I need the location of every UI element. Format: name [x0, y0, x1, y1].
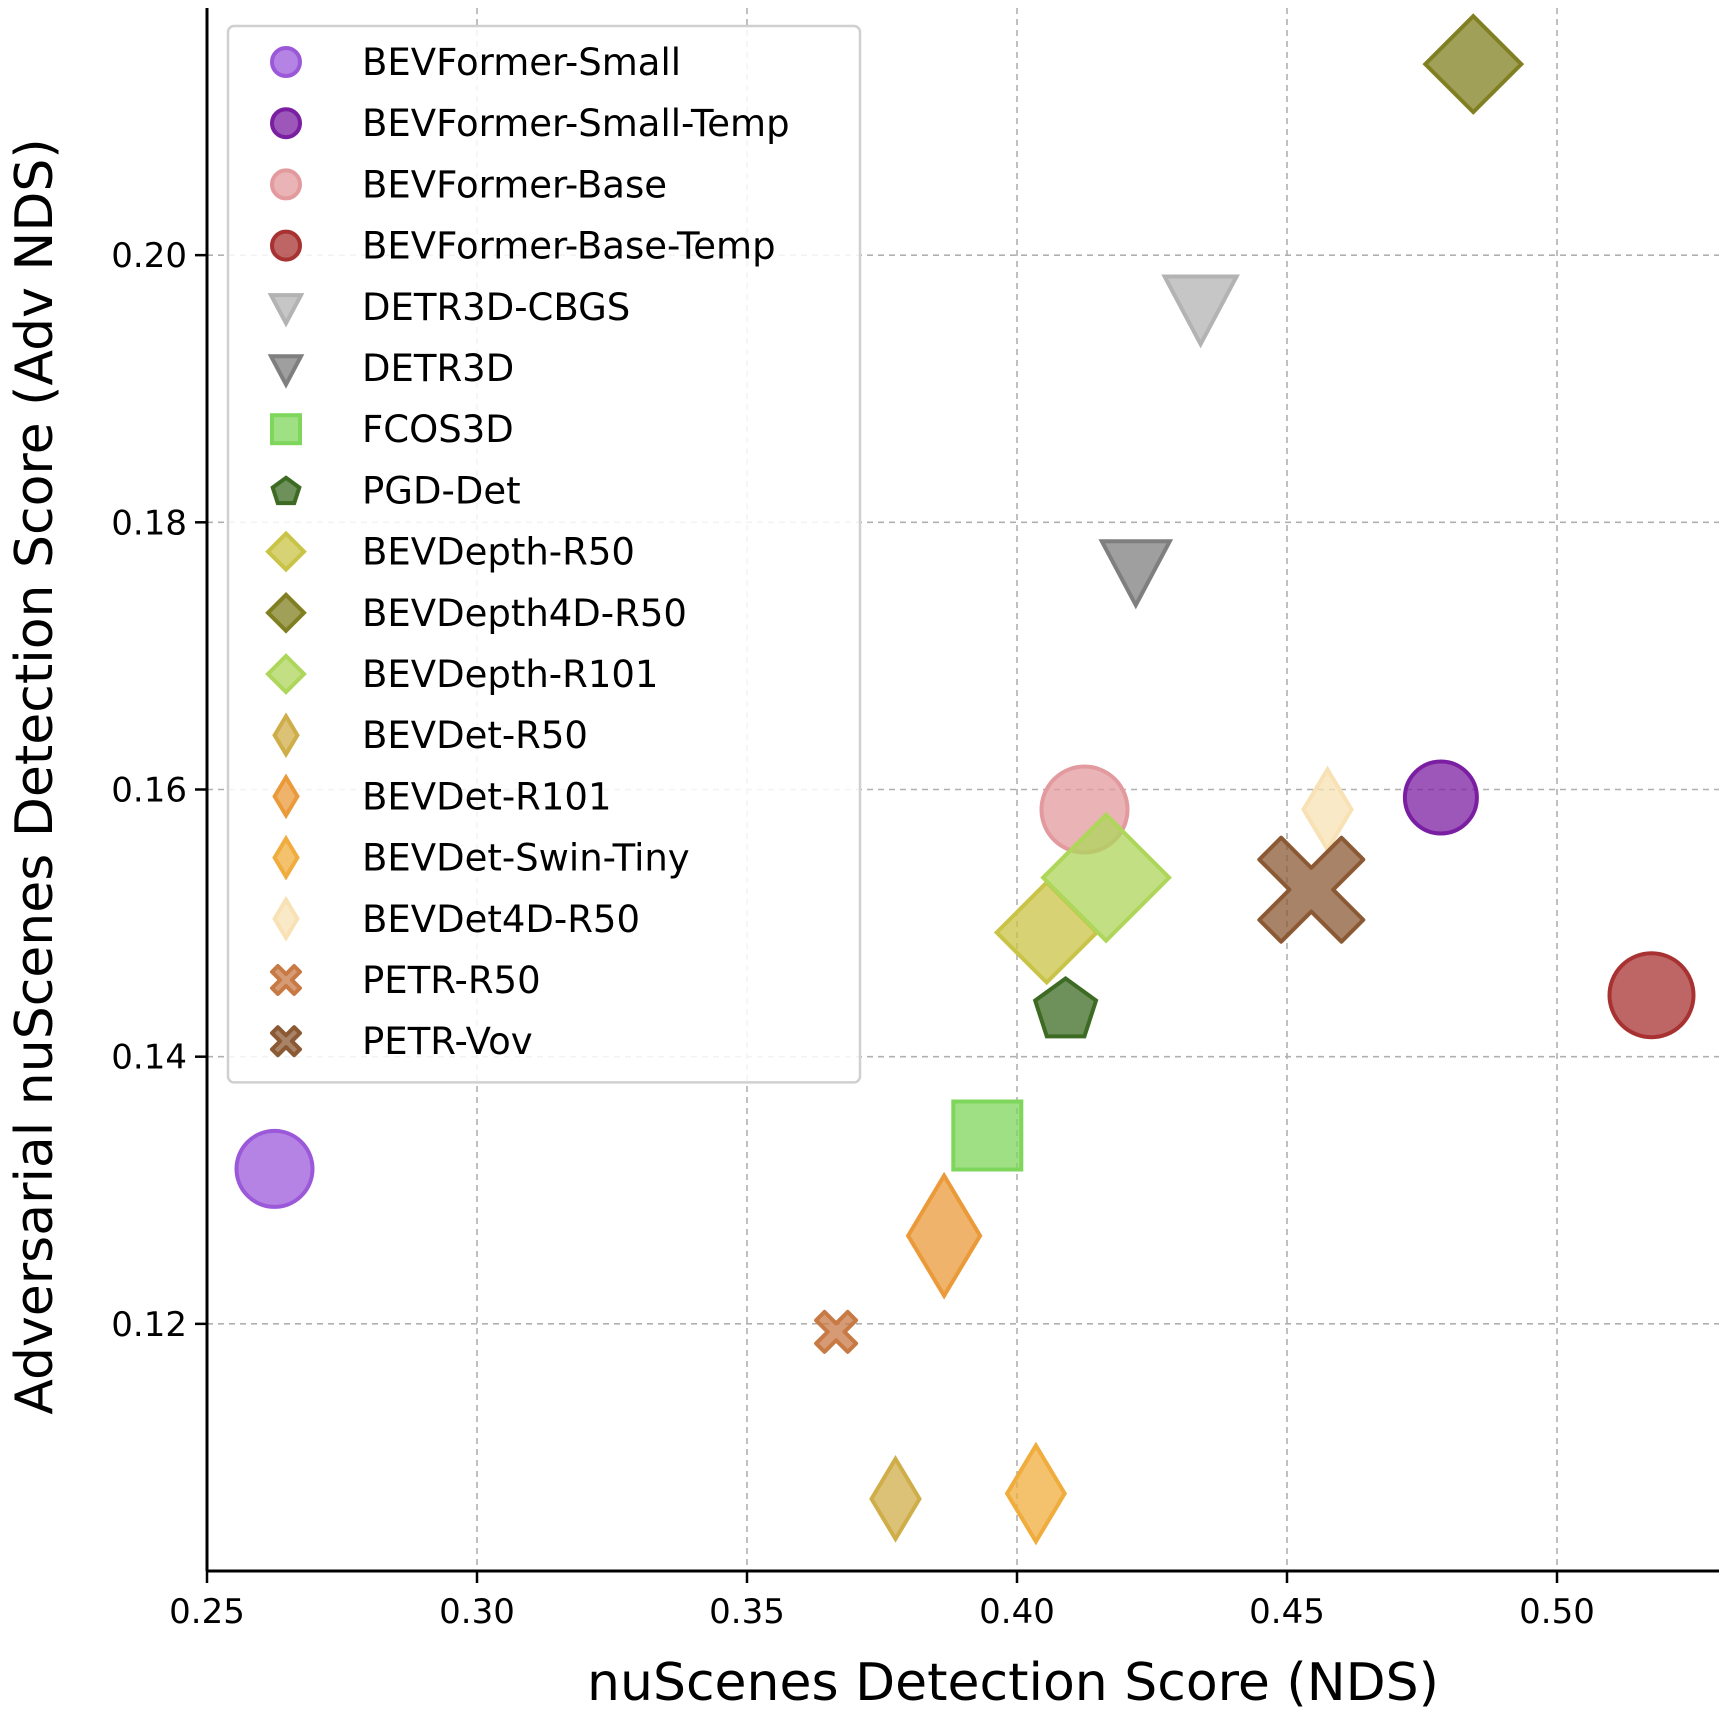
legend-marker: [270, 46, 302, 78]
legend-marker: [270, 1025, 302, 1058]
point-detr3d: [1098, 539, 1174, 610]
legend-marker: [272, 834, 300, 881]
point-bevdepth4d-r50: [1422, 13, 1525, 115]
point-pgd-det: [1032, 975, 1099, 1039]
legend-entry-label: BEVFormer-Small-Temp: [362, 102, 790, 145]
legend-marker: [270, 168, 302, 201]
point-bevformer-small: [234, 1128, 315, 1209]
point-petr-r50: [814, 1309, 859, 1354]
legend-marker: [265, 653, 307, 695]
legend-entry-label: BEVDet-Swin-Tiny: [362, 837, 690, 880]
y-tick-label: 0.20: [111, 236, 187, 276]
x-tick-label: 0.40: [979, 1592, 1055, 1632]
legend-marker: [265, 530, 307, 573]
legend-marker: [272, 895, 300, 942]
legend-entry-label: BEVDepth-R101: [362, 653, 658, 696]
x-tick-label: 0.45: [1249, 1592, 1325, 1632]
legend-entry-label: BEVDet-R101: [362, 775, 612, 818]
legend-marker: [270, 107, 302, 140]
point-fcos3d: [951, 1099, 1024, 1172]
x-tick-label: 0.35: [709, 1592, 785, 1632]
legend-marker: [267, 354, 305, 389]
legend: BEVFormer-Small BEVFormer-Small-Temp BEVFo…: [226, 24, 862, 1084]
y-tick-label: 0.14: [111, 1038, 187, 1078]
legend-marker: [265, 591, 307, 634]
legend-marker: [270, 229, 302, 262]
legend-marker: [272, 773, 300, 820]
y-tick-label: 0.16: [111, 771, 187, 811]
legend-entry-label: BEVFormer-Small: [362, 41, 681, 84]
point-detr3d-cbgs: [1161, 274, 1240, 349]
y-tick-label: 0.18: [111, 503, 187, 543]
point-bevformer-base-temp: [1607, 951, 1696, 1040]
x-tick-label: 0.25: [169, 1592, 245, 1632]
y-axis-label: Adversarial nuScenes Detection Score (Ad…: [5, 138, 65, 1414]
legend-entry-label: DETR3D-CBGS: [362, 286, 630, 329]
legend-entry-label: BEVDepth4D-R50: [362, 592, 687, 635]
point-bevdet-r101: [905, 1171, 983, 1300]
point-bevdet4d-r50: [1301, 765, 1354, 854]
legend-marker: [270, 475, 302, 506]
legend-entry-label: DETR3D: [362, 347, 514, 390]
point-bevdet-r50: [869, 1454, 922, 1543]
legend-marker: [267, 293, 305, 328]
x-tick-label: 0.30: [439, 1592, 515, 1632]
x-tick-label: 0.50: [1519, 1592, 1595, 1632]
legend-entry-label: BEVDet4D-R50: [362, 898, 640, 941]
y-tick-label: 0.12: [111, 1305, 187, 1345]
legend-entry-label: BEVDet-R50: [362, 714, 588, 757]
point-petr-vov: [1257, 835, 1366, 944]
data-points: [234, 13, 1696, 1546]
legend-entry-label: BEVFormer-Base-Temp: [362, 225, 776, 268]
legend-entry-label: PGD-Det: [362, 469, 521, 512]
axes: 0.25 0.30 0.35 0.40 0.45 0.50 0.12 0.14 0.16 0.18…: [111, 8, 1719, 1632]
x-axis-label: nuScenes Detection Score (NDS): [587, 1653, 1439, 1713]
point-bevdepth-r101: [1040, 811, 1172, 944]
point-bevdet-swin-tiny: [1004, 1441, 1068, 1546]
legend-entry-label: PETR-R50: [362, 959, 541, 1002]
legend-entry-label: PETR-Vov: [362, 1020, 533, 1063]
legend-marker: [270, 413, 302, 446]
point-bevformer-small-temp: [1402, 759, 1479, 836]
legend-box: [226, 24, 862, 1084]
legend-marker: [272, 712, 300, 759]
legend-entry-label: FCOS3D: [362, 408, 514, 451]
legend-entry-label: BEVDepth-R50: [362, 531, 635, 574]
legend-entry-label: BEVFormer-Base: [362, 163, 667, 206]
legend-marker: [270, 964, 302, 996]
